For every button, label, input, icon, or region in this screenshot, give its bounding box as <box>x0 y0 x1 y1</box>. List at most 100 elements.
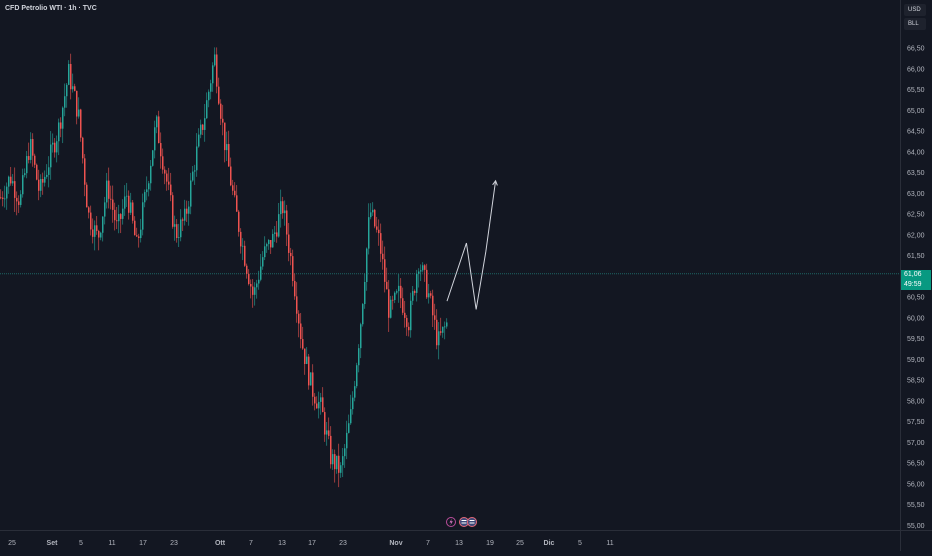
candle <box>242 238 244 261</box>
candle <box>262 251 264 270</box>
price-tick-label: 63,50 <box>907 170 925 177</box>
candle <box>256 279 258 299</box>
candle <box>200 119 202 139</box>
candle <box>246 263 248 279</box>
candle <box>314 393 316 411</box>
candle <box>284 200 286 226</box>
candle <box>64 83 66 117</box>
candle <box>156 114 158 134</box>
candle <box>136 227 138 237</box>
time-tick-label: Set <box>47 540 59 547</box>
candle <box>358 344 360 373</box>
candle <box>280 189 282 228</box>
candle <box>140 218 142 243</box>
candle <box>106 172 108 209</box>
candle <box>170 172 172 202</box>
candle <box>188 200 190 226</box>
candle <box>184 199 186 226</box>
candle <box>6 182 8 210</box>
candle <box>90 205 92 236</box>
candle <box>300 313 302 349</box>
unit-button[interactable]: BLL <box>904 18 926 30</box>
candle <box>42 172 44 195</box>
price-tick-label: 59,00 <box>907 357 925 364</box>
candle <box>304 348 306 375</box>
candle <box>332 449 334 470</box>
candle <box>416 269 418 302</box>
chart-area[interactable] <box>0 0 900 530</box>
candle <box>426 263 428 300</box>
candle <box>166 170 168 191</box>
candle <box>244 240 246 267</box>
time-tick-label: 25 <box>8 540 16 547</box>
candle <box>60 117 62 138</box>
candle <box>364 273 366 309</box>
time-tick-label: Ott <box>215 540 226 547</box>
candle <box>14 167 16 212</box>
candle <box>286 204 288 247</box>
candle <box>288 222 290 262</box>
candle <box>298 310 300 338</box>
price-tick-label: 64,50 <box>907 129 925 136</box>
candle <box>208 89 210 108</box>
candle <box>142 193 144 236</box>
candle <box>92 218 94 244</box>
price-tick-label: 66,00 <box>907 66 925 73</box>
candle <box>52 133 54 153</box>
candle <box>254 282 256 306</box>
candle <box>380 223 382 263</box>
price-tick-label: 60,00 <box>907 315 925 322</box>
candle <box>368 203 370 255</box>
candle <box>378 219 380 246</box>
candle <box>434 303 436 330</box>
candle <box>118 204 120 234</box>
candle <box>174 215 176 241</box>
time-tick-label: 7 <box>249 540 253 547</box>
price-tick-label: 56,50 <box>907 461 925 468</box>
candle <box>178 223 180 247</box>
candle <box>82 136 84 164</box>
candle <box>56 135 58 163</box>
candle <box>292 249 294 287</box>
candle <box>122 199 124 225</box>
candle <box>104 196 106 225</box>
event-markers[interactable] <box>446 517 477 527</box>
time-axis[interactable]: 25 Set 5 11 17 23 Ott 7 13 17 23 Nov 7 13 19 25 Dic 5 11 <box>0 530 900 551</box>
time-tick-label: 11 <box>606 540 613 547</box>
candle <box>162 148 164 174</box>
candle <box>310 372 312 386</box>
candle <box>412 285 414 306</box>
price-axis[interactable]: 66,50 66,00 65,50 65,00 64,50 64,00 63,50 63,00… <box>900 0 932 530</box>
projection-line[interactable] <box>446 180 497 310</box>
candle <box>382 240 384 270</box>
candle <box>342 448 344 478</box>
candle <box>406 314 408 336</box>
candle <box>24 168 26 178</box>
candle <box>146 176 148 201</box>
currency-button[interactable]: USD <box>904 4 926 16</box>
candle <box>40 174 42 198</box>
candle <box>154 120 156 159</box>
candle <box>410 292 412 338</box>
candle <box>206 92 208 119</box>
candle <box>374 208 376 229</box>
candle <box>46 164 48 179</box>
time-tick-label: 5 <box>578 540 582 547</box>
candle <box>390 295 392 319</box>
candle <box>152 149 154 167</box>
candle <box>270 240 272 254</box>
price-tick-label: 66,50 <box>907 46 925 53</box>
candle <box>272 229 274 248</box>
candle <box>268 239 270 250</box>
us-flag-icon[interactable] <box>467 517 477 527</box>
candle <box>420 264 422 282</box>
price-chart[interactable] <box>0 0 900 530</box>
price-tick-label: 55,50 <box>907 502 925 509</box>
candle <box>226 131 228 162</box>
time-tick-label: 17 <box>139 540 147 547</box>
candle <box>180 209 182 242</box>
chart-title: CFD Petrolio WTI · 1h · TVC <box>5 5 97 12</box>
candle <box>398 274 400 303</box>
projection-arrowhead <box>492 179 498 186</box>
price-tick-label: 56,00 <box>907 481 925 488</box>
